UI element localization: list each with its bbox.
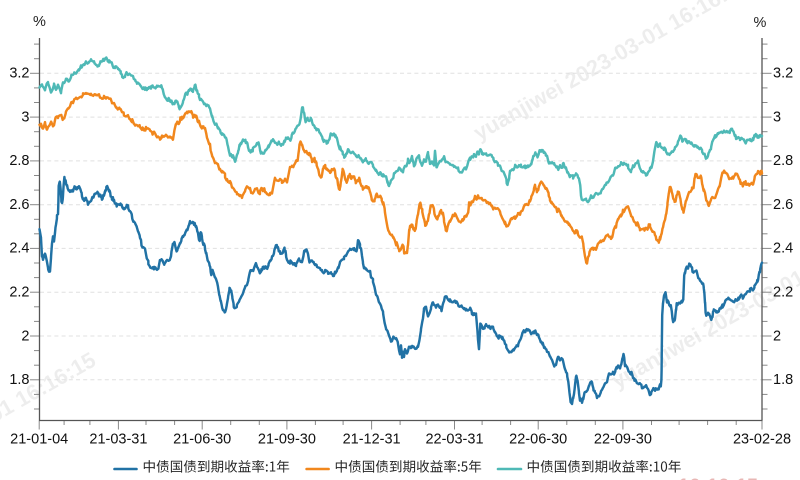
svg-text:23-02-28: 23-02-28: [733, 432, 791, 448]
svg-text:3: 3: [21, 109, 29, 125]
svg-text:%: %: [754, 15, 767, 31]
svg-text:2.6: 2.6: [9, 197, 29, 213]
svg-text:21-12-31: 21-12-31: [343, 432, 401, 448]
svg-text:2.8: 2.8: [773, 153, 793, 169]
svg-text:21-06-30: 21-06-30: [173, 432, 231, 448]
svg-text:1.8: 1.8: [9, 372, 29, 388]
svg-text:3: 3: [773, 109, 781, 125]
svg-text:22-03-31: 22-03-31: [425, 432, 483, 448]
svg-text:2.4: 2.4: [9, 241, 29, 257]
svg-text:2.2: 2.2: [9, 285, 29, 301]
svg-text:22-06-30: 22-06-30: [509, 432, 567, 448]
svg-text:3.2: 3.2: [9, 66, 29, 82]
svg-text:2.8: 2.8: [9, 153, 29, 169]
svg-text:16:16:15: 16:16:15: [678, 476, 758, 480]
svg-text:%: %: [33, 14, 46, 30]
svg-text:22-09-30: 22-09-30: [594, 432, 652, 448]
svg-text:2: 2: [21, 328, 29, 344]
svg-text:21-01-04: 21-01-04: [10, 432, 68, 448]
svg-text:2: 2: [773, 328, 781, 344]
svg-text:2.4: 2.4: [773, 241, 793, 257]
svg-text:21-03-31: 21-03-31: [89, 432, 147, 448]
svg-text:2.2: 2.2: [773, 285, 793, 301]
svg-text:2.6: 2.6: [773, 197, 793, 213]
svg-text:21-09-30: 21-09-30: [258, 432, 316, 448]
svg-text:3.2: 3.2: [773, 66, 793, 82]
svg-text:1.8: 1.8: [773, 372, 793, 388]
